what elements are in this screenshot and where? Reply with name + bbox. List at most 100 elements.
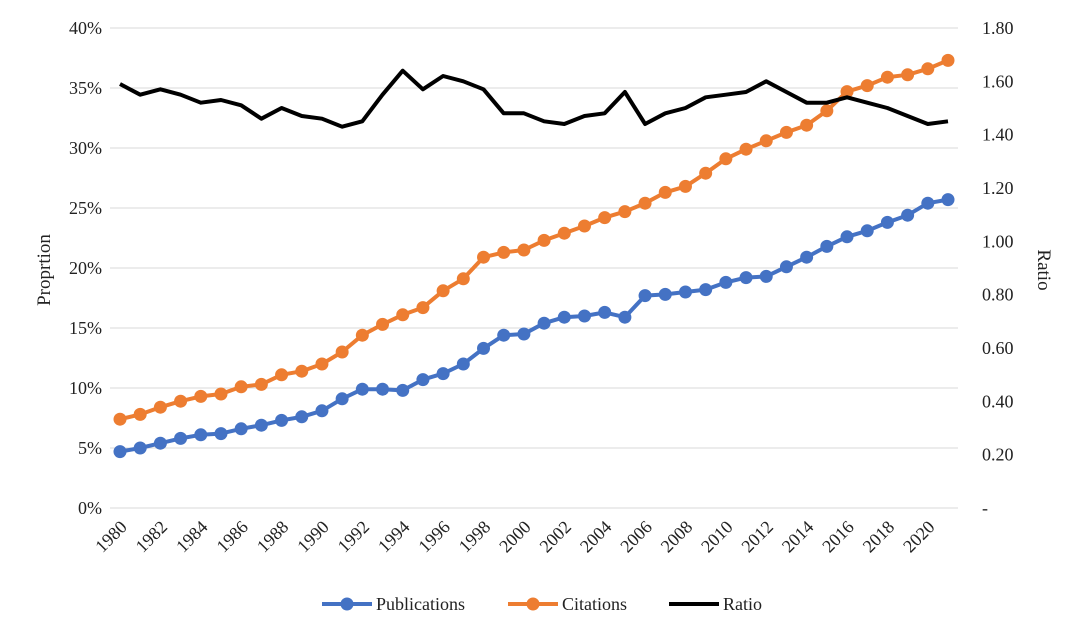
citations-point (779, 125, 793, 139)
y2-tick-label: 0.80 (982, 285, 1014, 305)
citations-point (880, 70, 894, 84)
publications-point (598, 305, 612, 319)
publications-point (577, 309, 591, 323)
y-tick-label: 25% (69, 198, 102, 218)
citations-point (335, 345, 349, 359)
y-tick-label: 35% (69, 78, 102, 98)
publications-point (759, 269, 773, 283)
x-tick-label: 1992 (334, 517, 374, 557)
publications-point (820, 239, 834, 253)
y-tick-label: 0% (78, 498, 102, 518)
citations-point (376, 317, 390, 331)
y-tick-label: 40% (69, 18, 102, 38)
x-tick-label: 2016 (818, 517, 858, 557)
citations-point (234, 380, 248, 394)
x-axis: 1980 1982 1984 1986 1988 1990 1992 1994 1996 1998… (91, 517, 938, 557)
citations-point (678, 179, 692, 193)
x-tick-label: 2000 (495, 517, 535, 557)
publications-legend-marker (340, 597, 354, 611)
citations-point (497, 245, 511, 259)
x-tick-label: 2008 (657, 517, 697, 557)
citations-point (436, 284, 450, 298)
citations-point (618, 205, 632, 219)
y2-tick-label: - (982, 498, 988, 518)
citations-point (638, 196, 652, 210)
x-tick-label: 2014 (778, 517, 818, 557)
publications-point (779, 260, 793, 274)
y2-tick-label: 1.40 (982, 125, 1014, 145)
y2-tick-label: 1.60 (982, 71, 1014, 91)
publications-point (355, 382, 369, 396)
publications-point (396, 383, 410, 397)
citations-point (396, 308, 410, 322)
publications-point (557, 310, 571, 324)
plot-area (113, 53, 955, 459)
x-tick-label: 1980 (91, 517, 131, 557)
publications-point (678, 285, 692, 299)
citations-legend-label: Citations (562, 594, 627, 614)
publications-point (921, 196, 935, 210)
publications-point (941, 193, 955, 207)
citations-point (214, 387, 228, 401)
citations-point (456, 272, 470, 286)
publications-point (517, 327, 531, 341)
x-tick-label: 2012 (737, 517, 777, 557)
publications-point (860, 224, 874, 238)
y-tick-label: 10% (69, 378, 102, 398)
publications-point (497, 328, 511, 342)
y2-tick-label: 1.80 (982, 18, 1014, 38)
publications-point (901, 208, 915, 222)
x-tick-label: 1996 (414, 517, 454, 557)
y2-tick-label: 1.20 (982, 178, 1014, 198)
y2-tick-label: 0.40 (982, 391, 1014, 411)
y2-tick-label: 1.00 (982, 231, 1014, 251)
publications-point (113, 445, 127, 459)
y2-tick-label: 0.60 (982, 338, 1014, 358)
left-axis: 0% 5% 10% 15% 20% 25% 30% 35% 40% (69, 18, 102, 518)
publications-point (214, 427, 228, 441)
publications-line (119, 197, 949, 454)
citations-point (355, 328, 369, 342)
legend: Publications Citations Ratio (322, 594, 762, 614)
publications-point (416, 373, 430, 387)
x-tick-label: 2004 (576, 517, 616, 557)
publications-point (436, 367, 450, 381)
x-tick-label: 1988 (253, 517, 293, 557)
publications-point (376, 382, 390, 396)
publications-point (254, 418, 268, 432)
publications-point (880, 215, 894, 229)
x-tick-label: 2018 (859, 517, 899, 557)
y-tick-label: 5% (78, 438, 102, 458)
publications-point (456, 357, 470, 371)
publications-point (739, 271, 753, 285)
x-tick-label: 2020 (899, 517, 939, 557)
publications-point (618, 310, 632, 324)
citations-point (275, 368, 289, 382)
publications-point (153, 436, 167, 450)
publications-legend-label: Publications (376, 594, 465, 614)
gridlines (110, 27, 958, 509)
citations-legend-marker (526, 597, 540, 611)
y2-axis-title: Ratio (1033, 249, 1054, 290)
citations-point (719, 152, 733, 166)
y2-tick-label: 0.20 (982, 445, 1014, 465)
citations-point (921, 62, 935, 76)
citations-point (557, 226, 571, 240)
publications-point (234, 422, 248, 436)
publications-point (477, 341, 491, 355)
x-tick-label: 2002 (536, 517, 576, 557)
publications-point (133, 441, 147, 455)
publications-point (699, 283, 713, 297)
citations-point (860, 79, 874, 93)
y-tick-label: 30% (69, 138, 102, 158)
citations-point (901, 68, 915, 82)
x-tick-label: 1994 (374, 517, 414, 557)
citations-point (254, 377, 268, 391)
right-axis: - 0.20 0.40 0.60 0.80 1.00 1.20 1.40 1.60 1.80 (982, 18, 1014, 518)
y-axis-title: Proprtion (34, 234, 55, 306)
citations-point (153, 400, 167, 414)
citations-point (295, 364, 309, 378)
y-tick-label: 15% (69, 318, 102, 338)
citations-point (517, 243, 531, 257)
